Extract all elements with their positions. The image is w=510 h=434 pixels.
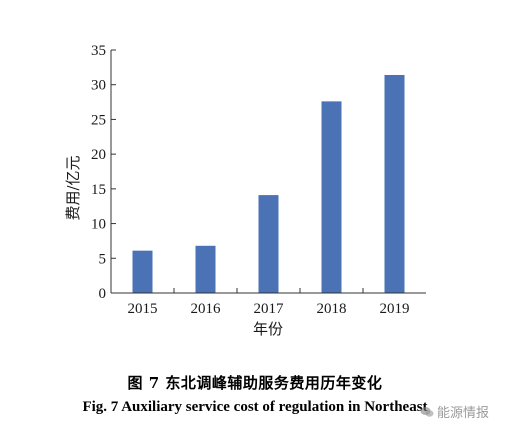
bars [132, 74, 405, 294]
watermark-text: 能源情报 [437, 406, 490, 421]
x-tick-label: 2017 [254, 301, 285, 317]
y-axis-ticks: 0 5 10 15 20 25 30 35 [91, 43, 116, 302]
y-tick-label: 10 [91, 217, 106, 233]
bar-2019 [384, 74, 405, 293]
y-tick-label: 35 [91, 43, 106, 59]
y-tick-label: 15 [91, 182, 106, 198]
y-tick-label: 0 [99, 286, 107, 302]
bar-chart: 0 5 10 15 20 25 30 35 2015 2016 2017 2018 2019 费用/亿… [64, 43, 426, 338]
figure-caption-english: Fig. 7 Auxiliary service cost of regulat… [82, 399, 428, 415]
x-axis-title: 年份 [253, 320, 283, 338]
y-axis-title: 费用/亿元 [64, 155, 82, 220]
watermark: 能源情报 [420, 402, 489, 421]
y-tick-label: 25 [91, 112, 106, 128]
bar-2015 [132, 250, 153, 293]
x-axis-ticks: 2015 2016 2017 2018 2019 [128, 288, 410, 317]
x-tick-label: 2016 [191, 301, 222, 317]
bar-2017 [258, 195, 279, 293]
x-tick-label: 2015 [128, 301, 158, 317]
x-tick-label: 2019 [380, 301, 410, 317]
y-tick-label: 20 [91, 147, 106, 163]
x-tick-label: 2018 [317, 301, 347, 317]
bar-2016 [195, 245, 216, 293]
y-tick-label: 5 [99, 251, 107, 267]
figure-caption-chinese: 图 7 东北调峰辅助服务费用历年变化 [127, 374, 383, 392]
y-tick-label: 30 [91, 78, 106, 94]
bar-2018 [321, 101, 342, 294]
wechat-icon [420, 406, 434, 417]
